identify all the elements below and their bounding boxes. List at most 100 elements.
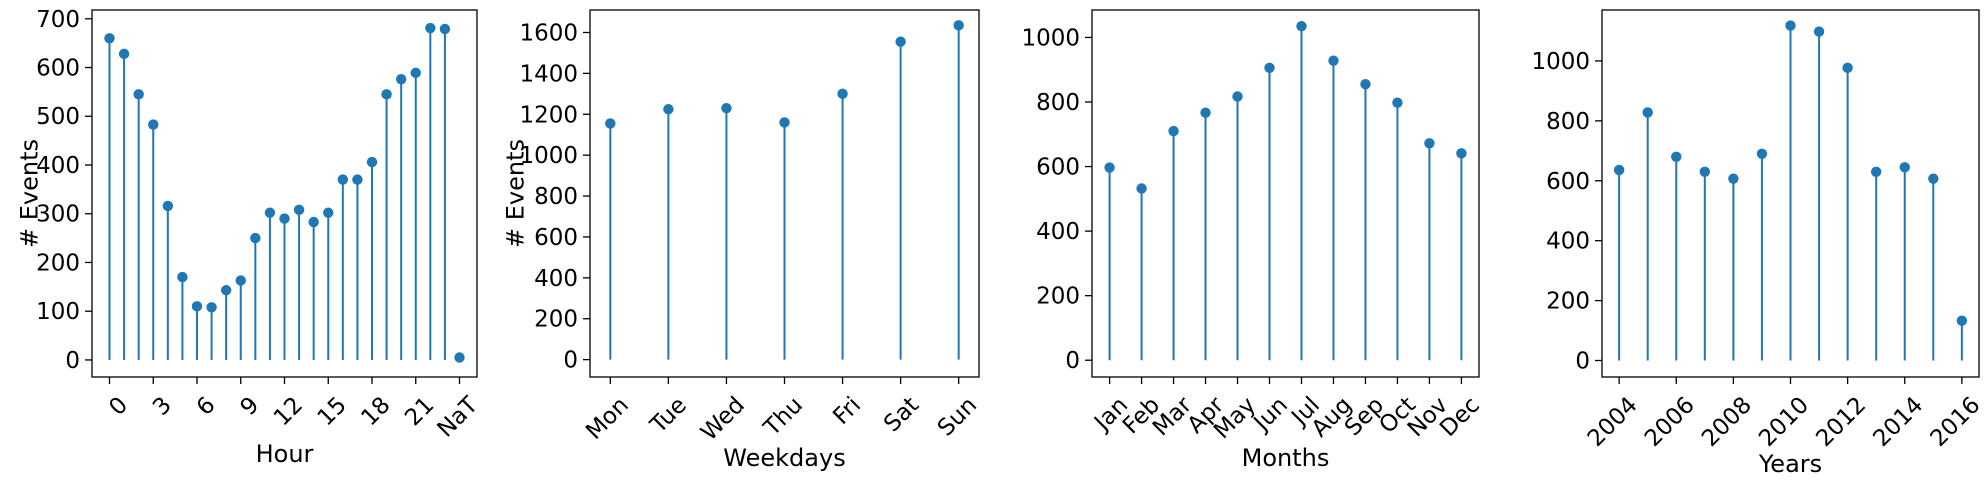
x-tick-label: 9 xyxy=(236,392,265,421)
data-point xyxy=(323,207,334,218)
y-tick-label: 200 xyxy=(36,250,80,276)
data-point xyxy=(1264,62,1275,73)
x-tick-label: Wed xyxy=(696,392,750,446)
x-tick-label: 3 xyxy=(148,392,177,421)
data-point xyxy=(779,117,790,128)
x-tick-label: 2012 xyxy=(1811,392,1871,452)
data-point xyxy=(837,88,848,100)
y-tick-label: 1000 xyxy=(1021,25,1080,51)
data-point xyxy=(1392,97,1403,108)
data-point xyxy=(337,174,349,185)
data-point xyxy=(352,174,363,185)
y-tick-label: 1400 xyxy=(519,61,578,87)
x-tick-label: Thu xyxy=(758,392,808,442)
x-tick-label: 2008 xyxy=(1697,392,1757,452)
data-point xyxy=(605,118,616,129)
y-tick-label: 800 xyxy=(1036,90,1080,116)
y-tick-label: 1200 xyxy=(519,102,578,128)
y-tick-label: 400 xyxy=(1546,229,1590,255)
y-tick-label: 800 xyxy=(1546,109,1590,135)
data-point xyxy=(366,156,378,168)
data-point xyxy=(454,352,465,363)
data-point xyxy=(1613,164,1625,176)
data-point xyxy=(133,89,144,100)
y-tick-label: 0 xyxy=(1575,349,1590,375)
x-tick-label: 2010 xyxy=(1754,392,1814,452)
data-point xyxy=(162,200,174,212)
data-point xyxy=(1699,166,1711,177)
chart-panel-2: 0 200 400 600 800 1000 1200 1400 1600 Mon Tue Wed Th… xyxy=(502,9,982,472)
y-axis-label: # Events xyxy=(16,139,44,248)
data-point xyxy=(425,22,436,34)
data-point xyxy=(1756,148,1768,160)
data-point xyxy=(1671,151,1682,162)
x-tick-label: 18 xyxy=(356,392,395,431)
x-tick-label: 2016 xyxy=(1926,392,1986,452)
data-point xyxy=(721,102,732,114)
y-tick-label: 800 xyxy=(534,184,578,210)
data-point xyxy=(1785,20,1796,31)
data-point xyxy=(1456,148,1467,159)
data-point xyxy=(1136,183,1147,194)
y-tick-label: 200 xyxy=(1546,289,1590,315)
data-point xyxy=(1899,162,1910,173)
x-tick-label: 6 xyxy=(192,392,221,421)
y-tick-label: 200 xyxy=(1036,284,1080,310)
data-point xyxy=(191,301,203,312)
y-tick-label: 600 xyxy=(534,225,578,251)
data-point xyxy=(293,204,305,216)
y-tick-label: 500 xyxy=(36,104,80,130)
data-point xyxy=(439,23,451,35)
y-tick-label: 1600 xyxy=(519,20,578,46)
y-tick-label: 400 xyxy=(534,266,578,292)
data-point xyxy=(1232,91,1243,102)
data-point xyxy=(1870,166,1882,177)
y-tick-label: 600 xyxy=(1546,169,1590,195)
data-point xyxy=(264,207,276,218)
data-point xyxy=(148,119,159,130)
x-tick-label: 0 xyxy=(104,392,133,421)
chart-panel-3: 02004006008001000JanFebMarAprMayJunJulAu… xyxy=(1021,9,1485,472)
y-tick-label: 0 xyxy=(65,348,80,374)
data-point xyxy=(1296,20,1307,32)
data-point xyxy=(1642,107,1653,118)
x-tick-label: Dec xyxy=(1435,392,1485,442)
chart-panel-4: 0200400600800100020042006200820102012201… xyxy=(1531,9,1986,478)
data-point xyxy=(250,232,261,244)
data-point xyxy=(235,275,246,286)
y-tick-label: 200 xyxy=(534,307,578,333)
data-point xyxy=(177,271,188,283)
data-point xyxy=(395,74,407,85)
data-point xyxy=(1168,125,1179,137)
y-tick-label: 1000 xyxy=(519,143,578,169)
x-tick-label: 15 xyxy=(313,392,352,431)
data-point xyxy=(1104,162,1115,173)
x-tick-label: Sat xyxy=(879,392,924,437)
x-axis-label: Months xyxy=(1242,444,1330,472)
data-point xyxy=(1928,173,1939,184)
x-tick-label: 2014 xyxy=(1869,392,1929,452)
data-point xyxy=(1842,62,1853,74)
data-point xyxy=(1956,315,1968,326)
data-point xyxy=(118,48,130,60)
data-point xyxy=(308,216,319,228)
axes-frame xyxy=(1091,9,1480,378)
data-point xyxy=(953,20,964,31)
x-tick-label: 12 xyxy=(269,392,308,431)
data-point xyxy=(1200,107,1211,118)
x-axis-label: Weekdays xyxy=(723,444,845,472)
data-point xyxy=(220,285,232,296)
data-point xyxy=(895,36,906,47)
data-point xyxy=(1328,55,1339,66)
y-tick-label: 1000 xyxy=(1531,49,1590,75)
data-point xyxy=(1360,79,1371,90)
data-point xyxy=(1813,26,1825,37)
data-point xyxy=(279,213,290,224)
data-point xyxy=(206,302,217,313)
y-tick-label: 300 xyxy=(36,202,80,228)
x-tick-label: NaT xyxy=(433,392,484,443)
x-tick-label: Sun xyxy=(933,392,982,441)
y-tick-label: 400 xyxy=(36,153,80,179)
x-tick-label: Mon xyxy=(581,392,634,445)
